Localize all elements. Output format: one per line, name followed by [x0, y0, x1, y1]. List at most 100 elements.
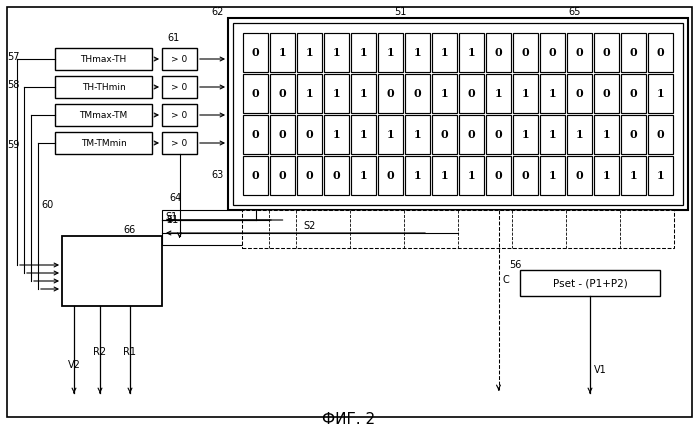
- Text: 1: 1: [495, 88, 503, 99]
- Bar: [513, 115, 538, 154]
- Text: 1: 1: [360, 170, 367, 181]
- Text: 0: 0: [252, 129, 259, 140]
- Bar: [233, 23, 683, 205]
- Bar: [162, 48, 197, 70]
- Text: TM-TMmin: TM-TMmin: [80, 139, 127, 148]
- Text: ФИГ. 2: ФИГ. 2: [322, 413, 375, 427]
- Text: TH-THmin: TH-THmin: [82, 83, 125, 91]
- Text: 0: 0: [495, 129, 503, 140]
- Bar: [55, 48, 152, 70]
- Bar: [594, 74, 619, 113]
- Bar: [567, 74, 592, 113]
- Text: 1: 1: [521, 129, 529, 140]
- Bar: [621, 115, 646, 154]
- Text: V2: V2: [68, 360, 80, 370]
- Bar: [432, 115, 457, 154]
- Bar: [459, 115, 484, 154]
- Text: 1: 1: [440, 170, 448, 181]
- Text: 0: 0: [521, 47, 529, 58]
- Bar: [459, 156, 484, 195]
- Text: 65: 65: [569, 7, 581, 17]
- Text: THmax-TH: THmax-TH: [80, 55, 127, 63]
- Text: > 0: > 0: [171, 111, 187, 119]
- Text: 0: 0: [630, 47, 637, 58]
- Bar: [487, 115, 511, 154]
- Bar: [55, 104, 152, 126]
- Bar: [378, 74, 403, 113]
- Bar: [324, 156, 349, 195]
- Bar: [228, 18, 688, 210]
- Bar: [378, 115, 403, 154]
- Bar: [243, 156, 268, 195]
- Bar: [297, 115, 322, 154]
- Text: 59: 59: [7, 140, 19, 150]
- Bar: [243, 74, 268, 113]
- Bar: [162, 210, 458, 245]
- Text: 1: 1: [305, 47, 313, 58]
- Text: 0: 0: [576, 170, 583, 181]
- Text: 0: 0: [305, 170, 313, 181]
- Bar: [567, 156, 592, 195]
- Bar: [242, 210, 674, 248]
- Text: 61: 61: [167, 33, 179, 43]
- Bar: [405, 33, 430, 72]
- Text: C: C: [503, 275, 510, 285]
- Text: S1: S1: [166, 215, 178, 225]
- Text: > 0: > 0: [171, 139, 187, 148]
- Text: 62: 62: [212, 7, 224, 17]
- Bar: [513, 156, 538, 195]
- Text: 1: 1: [279, 47, 287, 58]
- Text: 1: 1: [521, 88, 529, 99]
- Text: 58: 58: [7, 80, 19, 90]
- Text: 0: 0: [468, 88, 475, 99]
- Bar: [621, 33, 646, 72]
- Bar: [55, 76, 152, 98]
- Bar: [540, 115, 565, 154]
- Text: 51: 51: [394, 7, 406, 17]
- Bar: [594, 33, 619, 72]
- Bar: [271, 115, 295, 154]
- Bar: [513, 33, 538, 72]
- Text: 0: 0: [279, 88, 287, 99]
- Bar: [487, 74, 511, 113]
- Bar: [243, 33, 268, 72]
- Bar: [271, 33, 295, 72]
- Text: 0: 0: [576, 88, 583, 99]
- Text: V1: V1: [594, 365, 607, 375]
- Bar: [540, 74, 565, 113]
- Text: 1: 1: [468, 47, 475, 58]
- Bar: [540, 156, 565, 195]
- Bar: [648, 33, 673, 72]
- Text: 0: 0: [603, 47, 610, 58]
- Text: 0: 0: [387, 88, 394, 99]
- Text: 0: 0: [630, 129, 637, 140]
- Bar: [162, 76, 197, 98]
- Text: 0: 0: [630, 88, 637, 99]
- Text: 1: 1: [468, 170, 475, 181]
- Bar: [62, 236, 162, 306]
- Text: 0: 0: [576, 47, 583, 58]
- Text: 1: 1: [414, 129, 421, 140]
- Text: 0: 0: [252, 170, 259, 181]
- Text: S2: S2: [304, 221, 316, 231]
- Text: R2: R2: [94, 347, 106, 357]
- Bar: [432, 74, 457, 113]
- Text: 0: 0: [252, 47, 259, 58]
- Bar: [621, 156, 646, 195]
- Bar: [540, 33, 565, 72]
- Text: 1: 1: [549, 129, 556, 140]
- Text: Pset - (P1+P2): Pset - (P1+P2): [553, 278, 628, 288]
- Bar: [271, 74, 295, 113]
- Bar: [648, 156, 673, 195]
- Bar: [243, 115, 268, 154]
- Bar: [567, 33, 592, 72]
- Text: 0: 0: [549, 47, 556, 58]
- Bar: [648, 115, 673, 154]
- Bar: [162, 104, 197, 126]
- Bar: [567, 115, 592, 154]
- Bar: [594, 115, 619, 154]
- Bar: [487, 33, 511, 72]
- Bar: [487, 156, 511, 195]
- Text: TMmax-TM: TMmax-TM: [80, 111, 128, 119]
- Text: 0: 0: [414, 88, 421, 99]
